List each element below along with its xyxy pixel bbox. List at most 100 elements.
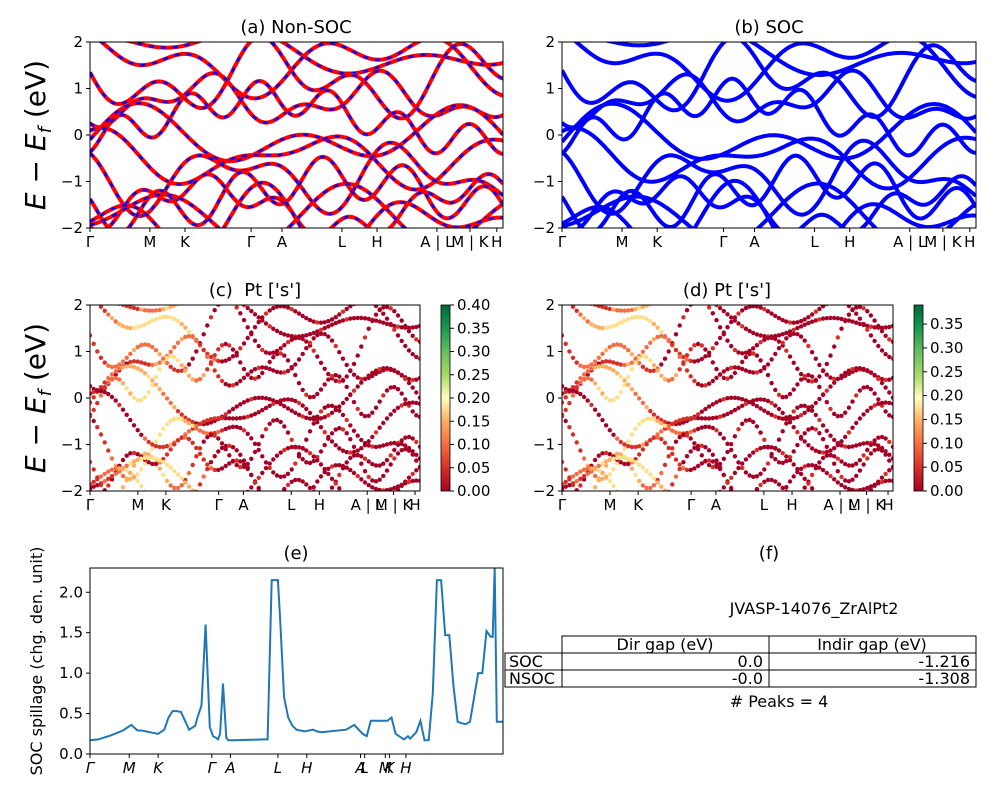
- band-point: [399, 448, 404, 453]
- band-point: [714, 375, 719, 380]
- band-point: [304, 482, 309, 487]
- band-point: [92, 298, 96, 302]
- band-point: [681, 315, 686, 320]
- band-point: [563, 484, 568, 489]
- band-point: [271, 398, 276, 403]
- band-point: [659, 329, 664, 334]
- band-point: [153, 308, 159, 313]
- band-point: [135, 344, 140, 350]
- band-point: [626, 439, 631, 444]
- band-point: [662, 334, 668, 340]
- band-point: [615, 455, 620, 461]
- band-point: [684, 308, 690, 313]
- band-line-dashed: [90, 42, 503, 120]
- band-point: [285, 406, 291, 411]
- band-point: [743, 418, 749, 423]
- band-point: [168, 483, 173, 488]
- band-point: [887, 400, 892, 406]
- band-point: [278, 351, 283, 356]
- band-point: [172, 367, 177, 372]
- band-point: [293, 398, 298, 404]
- band-point: [765, 461, 771, 466]
- band-point: [410, 400, 415, 405]
- band-point: [564, 298, 568, 302]
- band-point: [611, 342, 616, 348]
- band-point: [88, 295, 92, 299]
- band-point: [384, 468, 390, 473]
- band-point: [311, 348, 316, 353]
- band-point: [153, 382, 159, 387]
- band-point: [758, 471, 763, 476]
- band-point: [381, 473, 386, 479]
- band-point: [592, 324, 598, 329]
- band-point: [633, 307, 638, 312]
- colorbar-tick-label: 0.00: [930, 482, 963, 500]
- band-point: [640, 483, 646, 488]
- band-point: [798, 324, 804, 329]
- band-point: [304, 460, 309, 465]
- band-point: [784, 394, 789, 399]
- band-point: [570, 385, 576, 390]
- band-point: [637, 396, 642, 401]
- panel-b-bands: [562, 42, 976, 228]
- band-point: [762, 517, 766, 521]
- band-point: [751, 351, 756, 356]
- band-point: [157, 307, 162, 313]
- band-point: [296, 451, 302, 457]
- band-point: [300, 479, 305, 484]
- panel-e-xticks: Γ M K Γ A L H AL MK H: [86, 754, 412, 777]
- band-point: [854, 443, 859, 448]
- x-tick-label: Γ: [86, 759, 96, 777]
- band-point: [212, 416, 217, 421]
- band-point: [179, 321, 184, 327]
- band-point: [256, 410, 261, 415]
- band-point: [275, 517, 279, 521]
- band-point: [817, 374, 822, 379]
- band-point: [147, 495, 151, 499]
- band-point: [622, 378, 627, 383]
- band-point: [721, 332, 726, 337]
- band-point: [256, 365, 261, 370]
- band-point: [626, 316, 631, 322]
- band-point: [260, 496, 264, 500]
- band-point: [754, 370, 760, 375]
- band-point: [197, 451, 203, 456]
- band-point: [359, 411, 364, 417]
- x-tick-label: H: [371, 233, 382, 251]
- band-point: [238, 415, 243, 421]
- band-point: [678, 502, 682, 506]
- band-point: [673, 373, 679, 378]
- colorbar-tick-label: 0.00: [457, 482, 490, 500]
- band-point: [622, 318, 627, 323]
- band-point: [629, 307, 635, 313]
- band-point: [729, 475, 734, 480]
- band-point: [596, 305, 601, 309]
- band-point: [128, 461, 133, 466]
- band-point: [406, 448, 412, 453]
- band-point: [410, 377, 415, 383]
- band-point: [626, 382, 631, 387]
- band-point: [153, 439, 159, 444]
- band-point: [640, 305, 646, 310]
- band-point: [883, 436, 888, 441]
- band-point: [311, 458, 316, 464]
- band-point: [787, 354, 793, 359]
- band-point: [607, 472, 612, 477]
- band-point: [562, 333, 565, 338]
- band-point: [883, 449, 888, 454]
- band-point: [879, 434, 885, 440]
- band-point: [304, 392, 309, 397]
- band-point: [417, 414, 420, 420]
- band-point: [201, 457, 206, 462]
- band-point: [172, 485, 177, 491]
- band-point: [890, 444, 893, 449]
- band-point: [95, 492, 99, 496]
- band-point: [318, 416, 324, 421]
- band-point: [102, 440, 107, 445]
- band-point: [300, 414, 305, 419]
- band-point: [747, 369, 752, 374]
- band-point: [644, 345, 649, 350]
- band-point: [168, 447, 173, 452]
- band-point: [333, 315, 338, 320]
- band-point: [367, 299, 371, 303]
